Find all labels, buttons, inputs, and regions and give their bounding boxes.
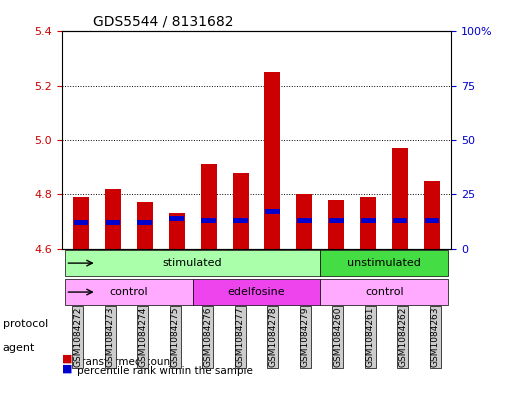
- Bar: [201, 164, 216, 249]
- FancyBboxPatch shape: [65, 279, 192, 305]
- Text: GSM1084261: GSM1084261: [366, 307, 374, 367]
- Bar: [169, 215, 184, 221]
- Bar: [233, 218, 248, 223]
- Text: GSM1084262: GSM1084262: [398, 307, 407, 367]
- Bar: [424, 181, 440, 249]
- Text: GSM1084272: GSM1084272: [73, 307, 82, 367]
- Text: GSM1084275: GSM1084275: [171, 307, 180, 367]
- Bar: [328, 200, 344, 249]
- Text: GSM1084279: GSM1084279: [301, 307, 310, 367]
- FancyBboxPatch shape: [321, 279, 448, 305]
- Bar: [393, 218, 407, 223]
- FancyBboxPatch shape: [65, 250, 321, 276]
- Bar: [105, 189, 121, 249]
- Bar: [297, 194, 312, 249]
- Bar: [73, 220, 88, 225]
- Bar: [392, 148, 408, 249]
- Text: GSM1084273: GSM1084273: [106, 307, 115, 367]
- Text: GSM1084274: GSM1084274: [139, 307, 147, 367]
- Bar: [137, 220, 152, 225]
- Bar: [265, 209, 280, 215]
- Text: protocol: protocol: [3, 319, 48, 329]
- Text: GSM1084276: GSM1084276: [203, 307, 212, 367]
- Text: edelfosine: edelfosine: [228, 287, 285, 297]
- Bar: [425, 218, 440, 223]
- Bar: [106, 220, 120, 225]
- Text: unstimulated: unstimulated: [347, 258, 421, 268]
- Text: GSM1084277: GSM1084277: [236, 307, 245, 367]
- Bar: [232, 173, 248, 249]
- Text: stimulated: stimulated: [163, 258, 223, 268]
- Bar: [136, 202, 153, 249]
- Bar: [265, 72, 281, 249]
- Bar: [329, 218, 344, 223]
- Bar: [361, 218, 376, 223]
- Text: GSM1084263: GSM1084263: [431, 307, 440, 367]
- FancyBboxPatch shape: [321, 250, 448, 276]
- Text: percentile rank within the sample: percentile rank within the sample: [77, 366, 253, 376]
- Bar: [360, 197, 377, 249]
- Text: control: control: [365, 287, 404, 297]
- Bar: [169, 213, 185, 249]
- Bar: [73, 197, 89, 249]
- Bar: [297, 218, 311, 223]
- Text: GSM1084278: GSM1084278: [268, 307, 277, 367]
- Text: agent: agent: [3, 343, 35, 353]
- Text: transformed count: transformed count: [77, 356, 174, 367]
- Text: ■: ■: [62, 364, 72, 373]
- Text: ■: ■: [62, 354, 72, 364]
- Text: GSM1084260: GSM1084260: [333, 307, 342, 367]
- Text: control: control: [109, 287, 148, 297]
- Bar: [202, 218, 216, 223]
- FancyBboxPatch shape: [192, 279, 321, 305]
- Text: GDS5544 / 8131682: GDS5544 / 8131682: [93, 15, 233, 29]
